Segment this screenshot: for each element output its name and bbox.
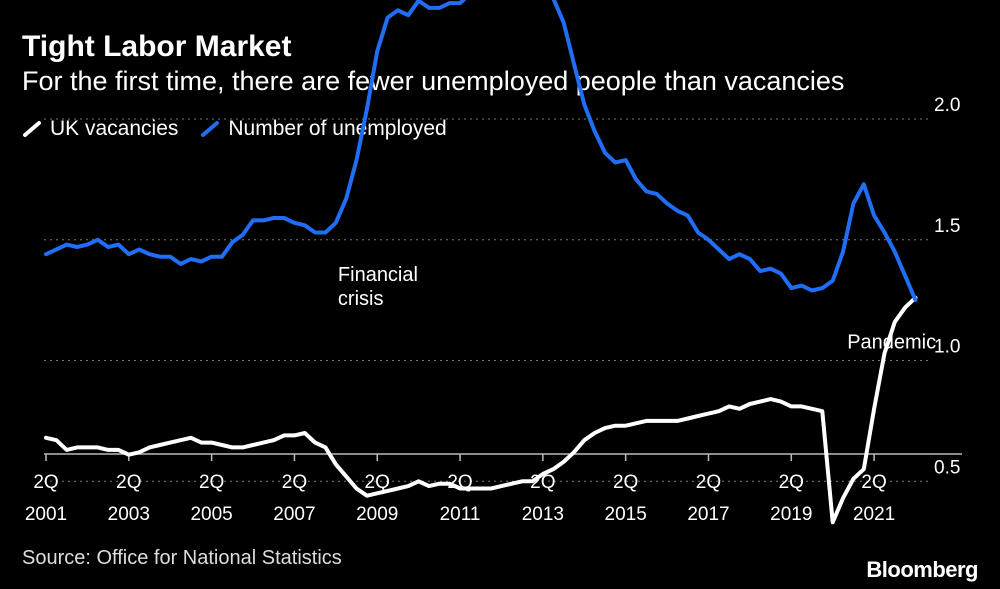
y-tick-label-3: 2.0 — [934, 95, 960, 116]
x-tick-label-top-2: 2Q — [199, 472, 224, 493]
x-tick-label-bottom-10: 2021 — [853, 504, 895, 525]
legend-label-vacancies: UK vacancies — [50, 117, 179, 140]
x-tick-label-bottom-9: 2019 — [770, 504, 812, 525]
chart-title: Tight Labor Market — [22, 30, 292, 63]
series-line-vacancies — [44, 295, 918, 525]
x-tick-label-bottom-4: 2009 — [356, 504, 398, 525]
source-note: Source: Office for National Statistics — [22, 547, 342, 569]
x-tick-label-bottom-7: 2015 — [605, 504, 647, 525]
x-tick-label-bottom-0: 2001 — [25, 504, 67, 525]
y-tick-label-2: 1.5 — [934, 216, 960, 237]
annotation-1-line-0: Pandemic — [847, 331, 936, 353]
x-tick-label-bottom-2: 2005 — [190, 504, 232, 525]
x-tick-label-top-8: 2Q — [696, 472, 721, 493]
bloomberg-logo: Bloomberg — [866, 557, 978, 582]
x-tick-label-bottom-5: 2011 — [440, 504, 481, 525]
annotation-1: Pandemic — [847, 331, 936, 353]
x-tick-label-top-9: 2Q — [779, 472, 804, 493]
x-tick-label-bottom-3: 2007 — [273, 504, 315, 525]
x-tick-label-top-3: 2Q — [282, 472, 307, 493]
y-tick-label-1: 1.0 — [934, 337, 960, 358]
chart-subtitle: For the first time, there are fewer unem… — [22, 66, 845, 96]
annotation-0-line-1: crisis — [338, 288, 384, 310]
annotation-0: Financial crisis — [338, 264, 418, 310]
x-tick-label-top-10: 2Q — [861, 472, 886, 493]
x-tick-label-top-1: 2Q — [116, 472, 141, 493]
x-tick-label-top-4: 2Q — [365, 472, 390, 493]
x-tick-label-top-0: 2Q — [33, 472, 58, 493]
x-tick-label-bottom-1: 2003 — [108, 504, 150, 525]
x-tick-label-bottom-6: 2013 — [522, 504, 564, 525]
x-tick-label-bottom-8: 2017 — [687, 504, 729, 525]
legend-swatch-vacancies — [23, 121, 41, 137]
legend-label-unemployed: Number of unemployed — [228, 117, 447, 140]
legend-item-unemployed: Number of unemployed — [200, 117, 447, 141]
legend-item-vacancies: UK vacancies — [22, 117, 178, 141]
chart-legend: UK vacancies Number of unemployed — [22, 117, 469, 141]
annotation-0-line-0: Financial — [338, 264, 418, 286]
y-tick-label-0: 0.5 — [934, 457, 960, 478]
series-line-unemployed — [44, 0, 918, 303]
legend-swatch-unemployed — [201, 121, 220, 137]
x-tick-label-top-7: 2Q — [613, 472, 638, 493]
